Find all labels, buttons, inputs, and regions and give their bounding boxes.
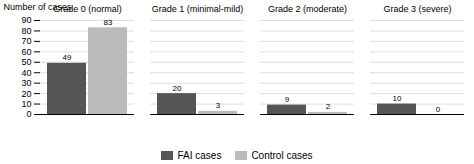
svg-text:60: 60 [21, 47, 31, 57]
svg-text:40: 40 [21, 68, 31, 78]
svg-text:83: 83 [104, 18, 113, 27]
svg-text:70: 70 [21, 36, 31, 46]
svg-text:0: 0 [26, 109, 31, 119]
svg-text:Grade 2 (moderate): Grade 2 (moderate) [268, 4, 347, 14]
svg-text:Grade 3 (severe): Grade 3 (severe) [383, 4, 451, 14]
svg-text:9: 9 [285, 95, 290, 104]
html-text:FAI cases: FAI cases [177, 149, 222, 161]
svg-text:10: 10 [393, 94, 402, 103]
svg-text:49: 49 [63, 53, 72, 62]
svg-text:10: 10 [21, 99, 31, 109]
svg-text:30: 30 [21, 78, 31, 88]
svg-text:3: 3 [216, 101, 221, 110]
svg-text:0: 0 [436, 105, 441, 114]
svg-text:90: 90 [21, 15, 31, 25]
svg-text:Number of cases: Number of cases [3, 1, 72, 12]
svg-text:20: 20 [21, 88, 31, 98]
svg-text:Grade 1 (minimal-mild): Grade 1 (minimal-mild) [152, 4, 244, 14]
svg-text:80: 80 [21, 26, 31, 36]
html-text:Control cases: Control cases [251, 149, 313, 161]
svg-text:50: 50 [21, 57, 31, 67]
svg-text:2: 2 [326, 102, 331, 111]
svg-text:Grade 0 (normal): Grade 0 (normal) [53, 4, 122, 14]
svg-text:20: 20 [173, 84, 182, 93]
